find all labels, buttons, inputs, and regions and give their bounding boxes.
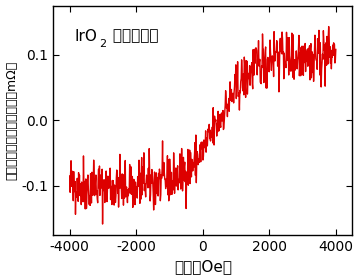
X-axis label: 磁場（Oe）: 磁場（Oe） xyxy=(174,260,232,274)
Text: 多結晶細線: 多結晶細線 xyxy=(108,29,159,43)
Text: 2: 2 xyxy=(99,39,107,49)
Text: IrO: IrO xyxy=(74,29,97,43)
Y-axis label: 逆スピンホール効果信号（mΩ）: 逆スピンホール効果信号（mΩ） xyxy=(5,61,19,180)
